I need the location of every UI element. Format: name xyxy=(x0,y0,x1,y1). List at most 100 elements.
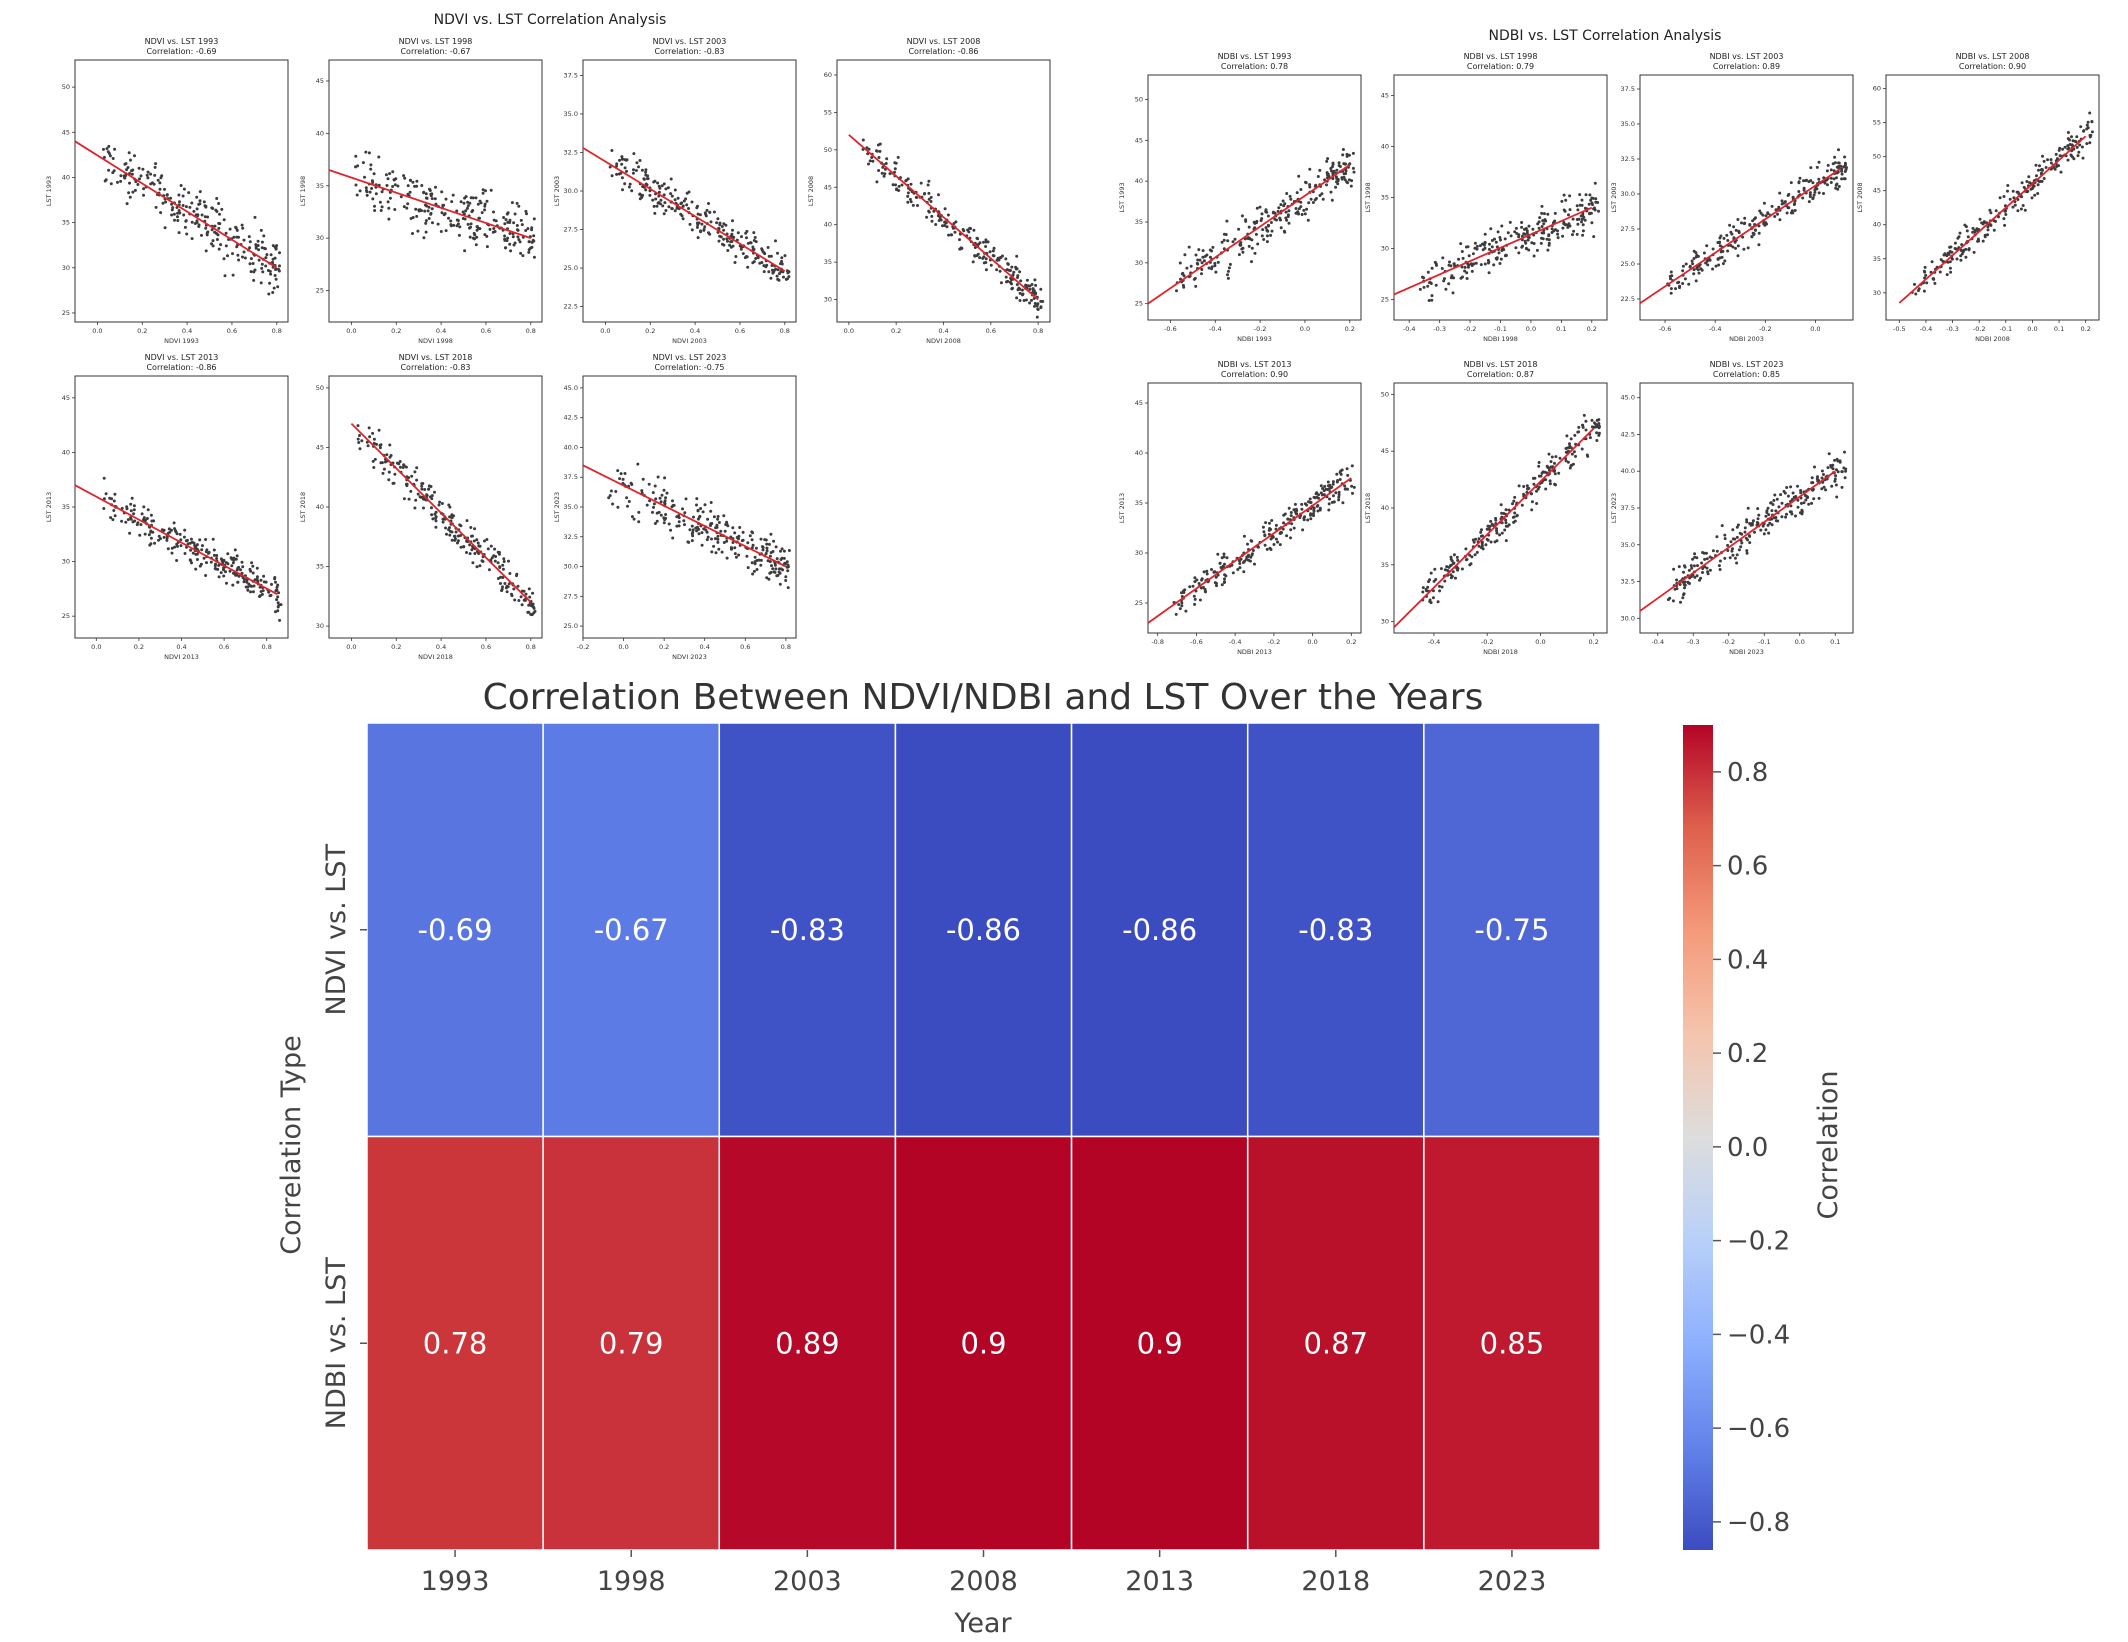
scatter-point xyxy=(665,491,669,495)
scatter-point xyxy=(1923,270,1927,274)
scatter-point xyxy=(1745,551,1749,555)
scatter-point xyxy=(104,492,108,496)
scatter-point xyxy=(687,540,691,544)
scatter-point xyxy=(1840,485,1844,489)
scatter-point xyxy=(754,240,758,244)
scatter-point xyxy=(513,598,517,602)
scatter-point xyxy=(1564,198,1568,202)
scatter-point xyxy=(651,198,655,202)
panel-y-label: LST 2008 xyxy=(807,176,815,206)
scatter-point xyxy=(484,189,487,193)
scatter-point xyxy=(1670,274,1674,278)
scatter-point xyxy=(1804,498,1808,502)
scatter-point xyxy=(2003,209,2007,213)
scatter-point xyxy=(1261,228,1265,232)
scatter-point xyxy=(502,560,506,563)
scatter-point xyxy=(1479,546,1483,550)
scatter-point xyxy=(254,246,258,250)
scatter-point xyxy=(485,234,489,238)
scatter-point xyxy=(1228,262,1232,266)
scatter-point xyxy=(459,200,463,204)
scatter-point xyxy=(733,546,737,550)
x-tick-label: 0.0 xyxy=(92,327,102,335)
scatter-point xyxy=(1689,564,1693,568)
scatter-point xyxy=(1913,282,1916,286)
scatter-point xyxy=(1914,292,1918,296)
scatter-point xyxy=(233,548,237,552)
scatter-point xyxy=(664,209,668,212)
scatter-point xyxy=(261,589,265,593)
scatter-point xyxy=(1248,237,1252,240)
x-tick-label: 0.0 xyxy=(600,327,610,335)
scatter-point xyxy=(1222,552,1226,556)
scatter-point xyxy=(404,482,408,486)
scatter-point xyxy=(418,495,422,499)
y-tick-label: 40 xyxy=(1381,142,1389,150)
x-tick-label: 0.0 xyxy=(1300,325,1310,333)
x-tick-label: 0.6 xyxy=(481,643,491,651)
scatter-point xyxy=(1526,238,1530,242)
x-tick-label: -0.6 xyxy=(1659,325,1672,333)
scatter-point xyxy=(2067,146,2071,150)
scatter-point xyxy=(222,218,226,222)
scatter-point xyxy=(1793,202,1797,205)
scatter-point xyxy=(475,538,479,542)
scatter-point xyxy=(224,231,228,235)
scatter-point xyxy=(200,233,203,237)
scatter-point xyxy=(1334,491,1338,495)
scatter-point xyxy=(1676,281,1680,285)
scatter-point xyxy=(2073,139,2077,143)
scatter-point xyxy=(507,582,511,586)
panel-y-label: LST 2008 xyxy=(1856,182,1864,212)
scatter-point xyxy=(1440,267,1444,270)
scatter-point xyxy=(1584,419,1588,423)
scatter-point xyxy=(1308,500,1312,504)
scatter-point xyxy=(1700,268,1704,272)
scatter-point xyxy=(1454,576,1457,580)
scatter-point xyxy=(466,222,470,226)
scatter-point xyxy=(741,530,745,534)
scatter-point xyxy=(422,506,425,510)
scatter-point xyxy=(416,492,420,496)
scatter-point xyxy=(1693,552,1697,556)
scatter-point xyxy=(667,205,671,209)
scatter-point xyxy=(1591,203,1594,207)
scatter-point xyxy=(112,169,116,173)
scatter-point xyxy=(1289,511,1293,514)
x-tick-label: 0.0 xyxy=(844,327,854,335)
scatter-point xyxy=(149,536,153,540)
scatter-point xyxy=(1030,283,1034,286)
scatter-point xyxy=(1997,215,2000,219)
scatter-point xyxy=(189,537,193,541)
scatter-point xyxy=(1311,201,1315,204)
scatter-point xyxy=(1523,239,1527,243)
scatter-point xyxy=(720,550,724,554)
scatter-point xyxy=(714,551,718,555)
scatter-point xyxy=(413,470,417,474)
scatter-point xyxy=(1764,514,1768,518)
scatter-point xyxy=(1256,545,1260,549)
x-tick-label: 0.6 xyxy=(735,327,745,335)
scatter-point xyxy=(1960,252,1964,256)
scatter-point xyxy=(1253,251,1257,255)
scatter-point xyxy=(1736,218,1740,221)
scatter-point xyxy=(1706,263,1710,267)
scatter-point xyxy=(1205,572,1209,576)
scatter-point xyxy=(637,520,641,524)
scatter-point xyxy=(1594,200,1598,204)
scatter-point xyxy=(1748,522,1752,525)
scatter-point xyxy=(1815,477,1819,481)
panel-correlation: Correlation: 0.85 xyxy=(1713,370,1780,379)
colorbar-tick-label: 0.8 xyxy=(1727,758,1768,788)
scatter-point xyxy=(498,565,502,569)
scatter-point xyxy=(769,276,773,280)
scatter-point xyxy=(786,271,790,275)
scatter-point xyxy=(1182,285,1186,289)
scatter-point xyxy=(242,238,246,242)
scatter-point xyxy=(652,502,656,506)
scatter-point xyxy=(2066,158,2070,162)
scatter-point xyxy=(1189,264,1193,268)
scatter-point xyxy=(1527,248,1531,252)
scatter-point xyxy=(1483,232,1487,236)
